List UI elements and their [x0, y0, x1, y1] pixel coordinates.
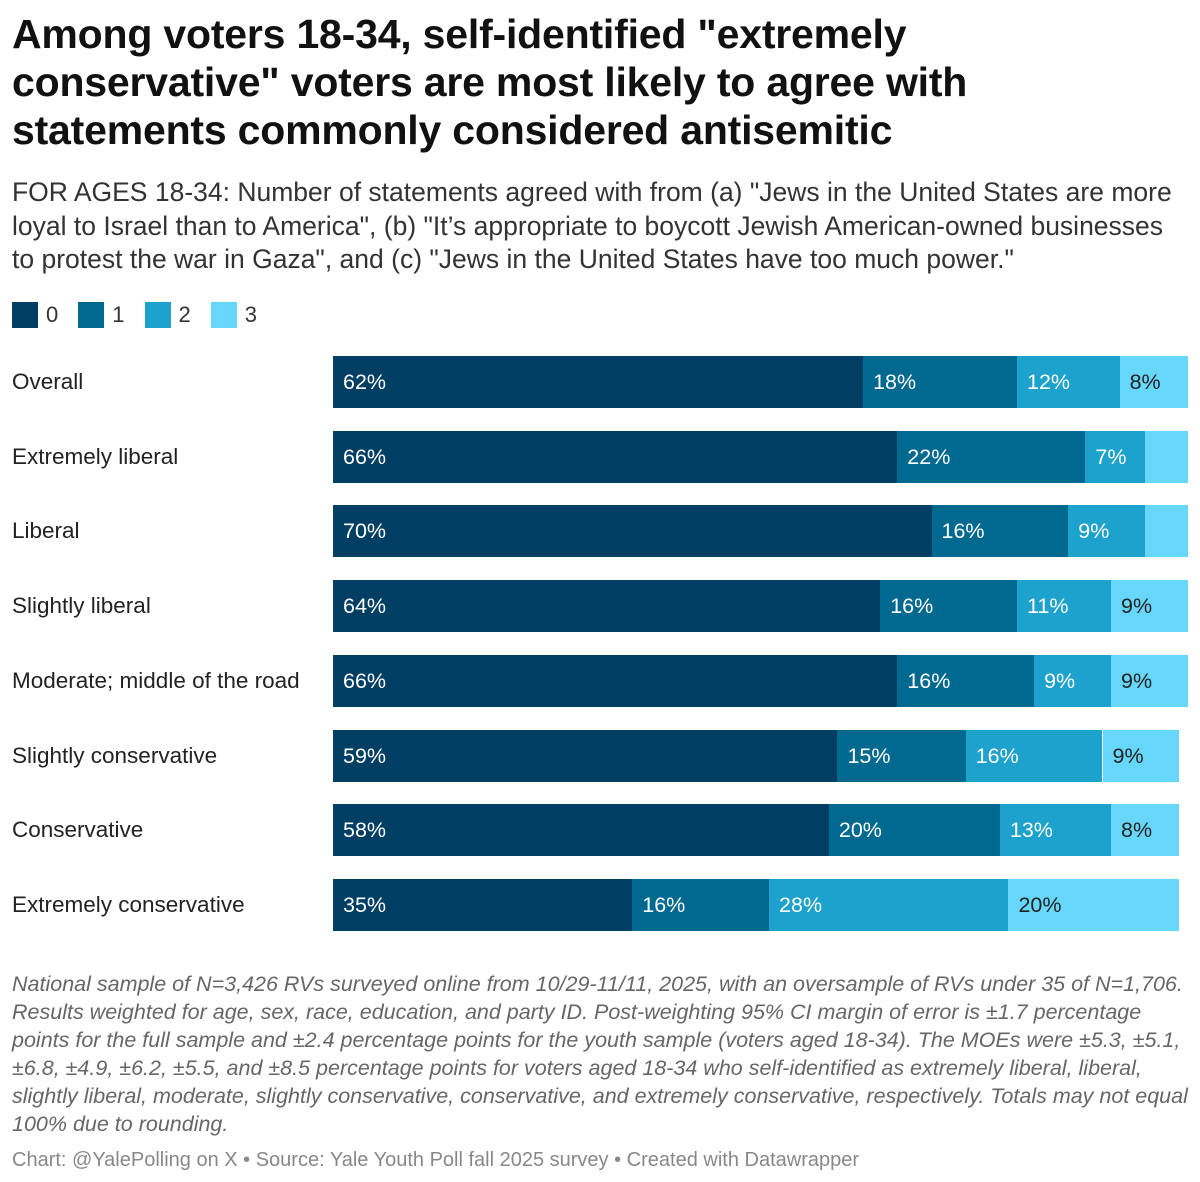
bar-segment-1: 22% [897, 430, 1086, 483]
bar-segment-1: 16% [931, 505, 1069, 558]
bar-segment-2: 12% [1017, 356, 1120, 408]
data-label: 7% [1095, 444, 1127, 469]
bar-segment-2: 11% [1017, 580, 1112, 633]
bar-segment-1: 20% [828, 804, 1000, 857]
data-label: 16% [890, 594, 934, 619]
data-label: 66% [343, 444, 387, 469]
data-label: 11% [1027, 594, 1069, 619]
bar-segment-3: 9% [1102, 729, 1180, 782]
data-label: 16% [941, 519, 985, 544]
category-label: Overall [12, 369, 84, 394]
bar-segment-2: 28% [769, 878, 1009, 931]
bar-segment-1: 16% [880, 580, 1017, 633]
data-label: 59% [343, 743, 387, 768]
data-label: 64% [343, 594, 387, 619]
data-label: 16% [975, 743, 1019, 768]
legend: 0 1 2 3 [12, 300, 257, 330]
data-label: 8% [1121, 818, 1153, 843]
category-label: Slightly conservative [12, 742, 218, 768]
bar-segment-0: 62% [333, 356, 864, 408]
data-label: 9% [1121, 594, 1153, 619]
category-label: Liberal [12, 518, 80, 544]
bar-segment-2: 9% [1034, 654, 1112, 707]
bar-segment-1: 15% [837, 729, 966, 782]
bar-segment-0: 59% [333, 729, 838, 782]
chart-subtitle: FOR AGES 18-34: Number of statements agr… [12, 177, 1172, 274]
category-label: Extremely liberal [12, 443, 179, 469]
bar-segment-3 [1145, 505, 1188, 558]
bar-segment-1: 16% [632, 878, 770, 931]
bar-segment-2: 16% [965, 729, 1103, 782]
bar-segment-0: 70% [333, 505, 932, 558]
bar-segment-3: 9% [1111, 580, 1188, 633]
data-label: 20% [838, 818, 882, 843]
legend-label: 0 [46, 302, 59, 327]
legend-label: 3 [244, 302, 257, 327]
data-label: 9% [1078, 519, 1110, 544]
bar-segment-2: 13% [999, 804, 1112, 857]
data-label: 20% [1018, 892, 1062, 917]
bar-segment-1: 18% [863, 356, 1017, 408]
bar-segment-3: 8% [1119, 356, 1188, 408]
bar-segment-1: 16% [897, 654, 1035, 707]
data-label: 62% [343, 370, 387, 394]
bar-segment-0: 58% [333, 804, 829, 857]
legend-item-1: 1 [78, 302, 125, 328]
data-label: 35% [343, 892, 387, 917]
data-label: 9% [1044, 668, 1076, 693]
data-label: 9% [1112, 743, 1144, 768]
category-label: Extremely conservative [12, 891, 245, 917]
data-label: 58% [343, 818, 387, 843]
legend-swatch [78, 302, 105, 328]
bar-segment-0: 64% [333, 580, 881, 633]
bar-segment-3: 20% [1008, 878, 1180, 931]
data-label: 12% [1027, 370, 1071, 394]
bar-segment-2: 9% [1068, 505, 1146, 558]
data-label: 28% [779, 892, 823, 917]
chart-credit: Chart: @YalePolling on X • Source: Yale … [12, 1149, 860, 1171]
legend-item-3: 3 [210, 302, 257, 328]
legend-swatch [144, 302, 171, 328]
legend-swatch [210, 302, 237, 328]
data-label: 9% [1121, 668, 1153, 693]
chart-title: Among voters 18-34, self-identified "ext… [12, 11, 968, 153]
legend-label: 2 [178, 302, 191, 327]
bar-segment-3 [1145, 430, 1188, 483]
data-label: 15% [847, 743, 891, 768]
data-label: 66% [343, 668, 387, 693]
bar-segment-0: 35% [333, 878, 633, 931]
data-label: 8% [1129, 370, 1161, 394]
chart-notes: National sample of N=3,426 RVs surveyed … [12, 972, 1188, 1136]
legend-label: 1 [112, 302, 125, 327]
bar-segment-3: 9% [1111, 654, 1188, 707]
bar-segment-0: 66% [333, 654, 898, 707]
category-label: Slightly liberal [12, 593, 151, 619]
data-label: 22% [907, 444, 951, 469]
bar-segment-3: 8% [1111, 804, 1180, 857]
data-label: 16% [642, 892, 686, 917]
data-label: 16% [907, 668, 951, 693]
legend-item-0: 0 [12, 302, 58, 328]
bar-segment-0: 66% [333, 430, 898, 483]
legend-item-2: 2 [144, 302, 191, 328]
bar-segment-2: 7% [1085, 430, 1146, 483]
data-label: 70% [343, 519, 387, 544]
category-label: Moderate; middle of the road [12, 667, 300, 693]
data-label: 13% [1009, 818, 1053, 843]
category-label: Conservative [12, 817, 144, 843]
data-label: 18% [873, 370, 917, 394]
legend-swatch [12, 302, 38, 328]
